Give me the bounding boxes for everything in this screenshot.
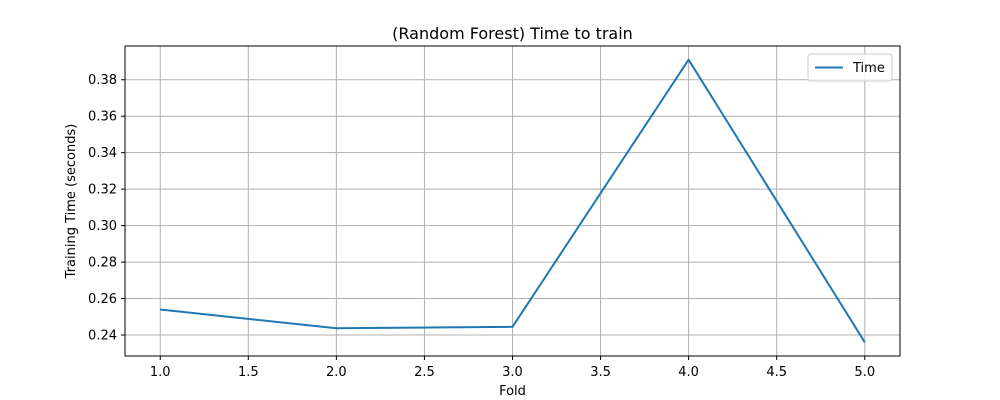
grid-layer: [125, 46, 900, 356]
x-tick-label: 1.5: [238, 365, 259, 380]
y-tick-label: 0.32: [88, 183, 117, 198]
y-tick-label: 0.28: [88, 256, 117, 271]
x-tick-label: 4.0: [678, 365, 699, 380]
legend: Time: [807, 53, 893, 82]
x-tick-label: 4.5: [766, 365, 787, 380]
x-tick-label: 5.0: [854, 365, 875, 380]
y-tick-label: 0.34: [88, 146, 117, 161]
legend-label-time: Time: [852, 61, 885, 76]
chart-title: (Random Forest) Time to train: [392, 24, 633, 43]
y-tick-label: 0.36: [88, 110, 117, 125]
x-tick-label: 1.0: [150, 365, 171, 380]
x-axis-ticks: 1.0 1.5 2.0 2.5 3.0 3.5 4.0 4.5 5.0: [150, 356, 875, 380]
x-axis-title: Fold: [499, 384, 526, 399]
series-layer: [160, 58, 866, 343]
y-tick-label: 0.30: [88, 219, 117, 234]
y-tick-label: 0.26: [88, 292, 117, 307]
x-tick-label: 3.5: [590, 365, 611, 380]
x-tick-label: 2.0: [326, 365, 347, 380]
y-axis-ticks: 0.24 0.26 0.28 0.30 0.32 0.34 0.36 0.38: [88, 73, 125, 344]
legend-box: [807, 53, 893, 82]
y-tick-label: 0.24: [88, 329, 117, 344]
y-axis-title: Training Time (seconds): [64, 124, 79, 280]
x-tick-label: 2.5: [414, 365, 435, 380]
x-tick-label: 3.0: [502, 365, 523, 380]
y-tick-label: 0.38: [88, 73, 117, 88]
